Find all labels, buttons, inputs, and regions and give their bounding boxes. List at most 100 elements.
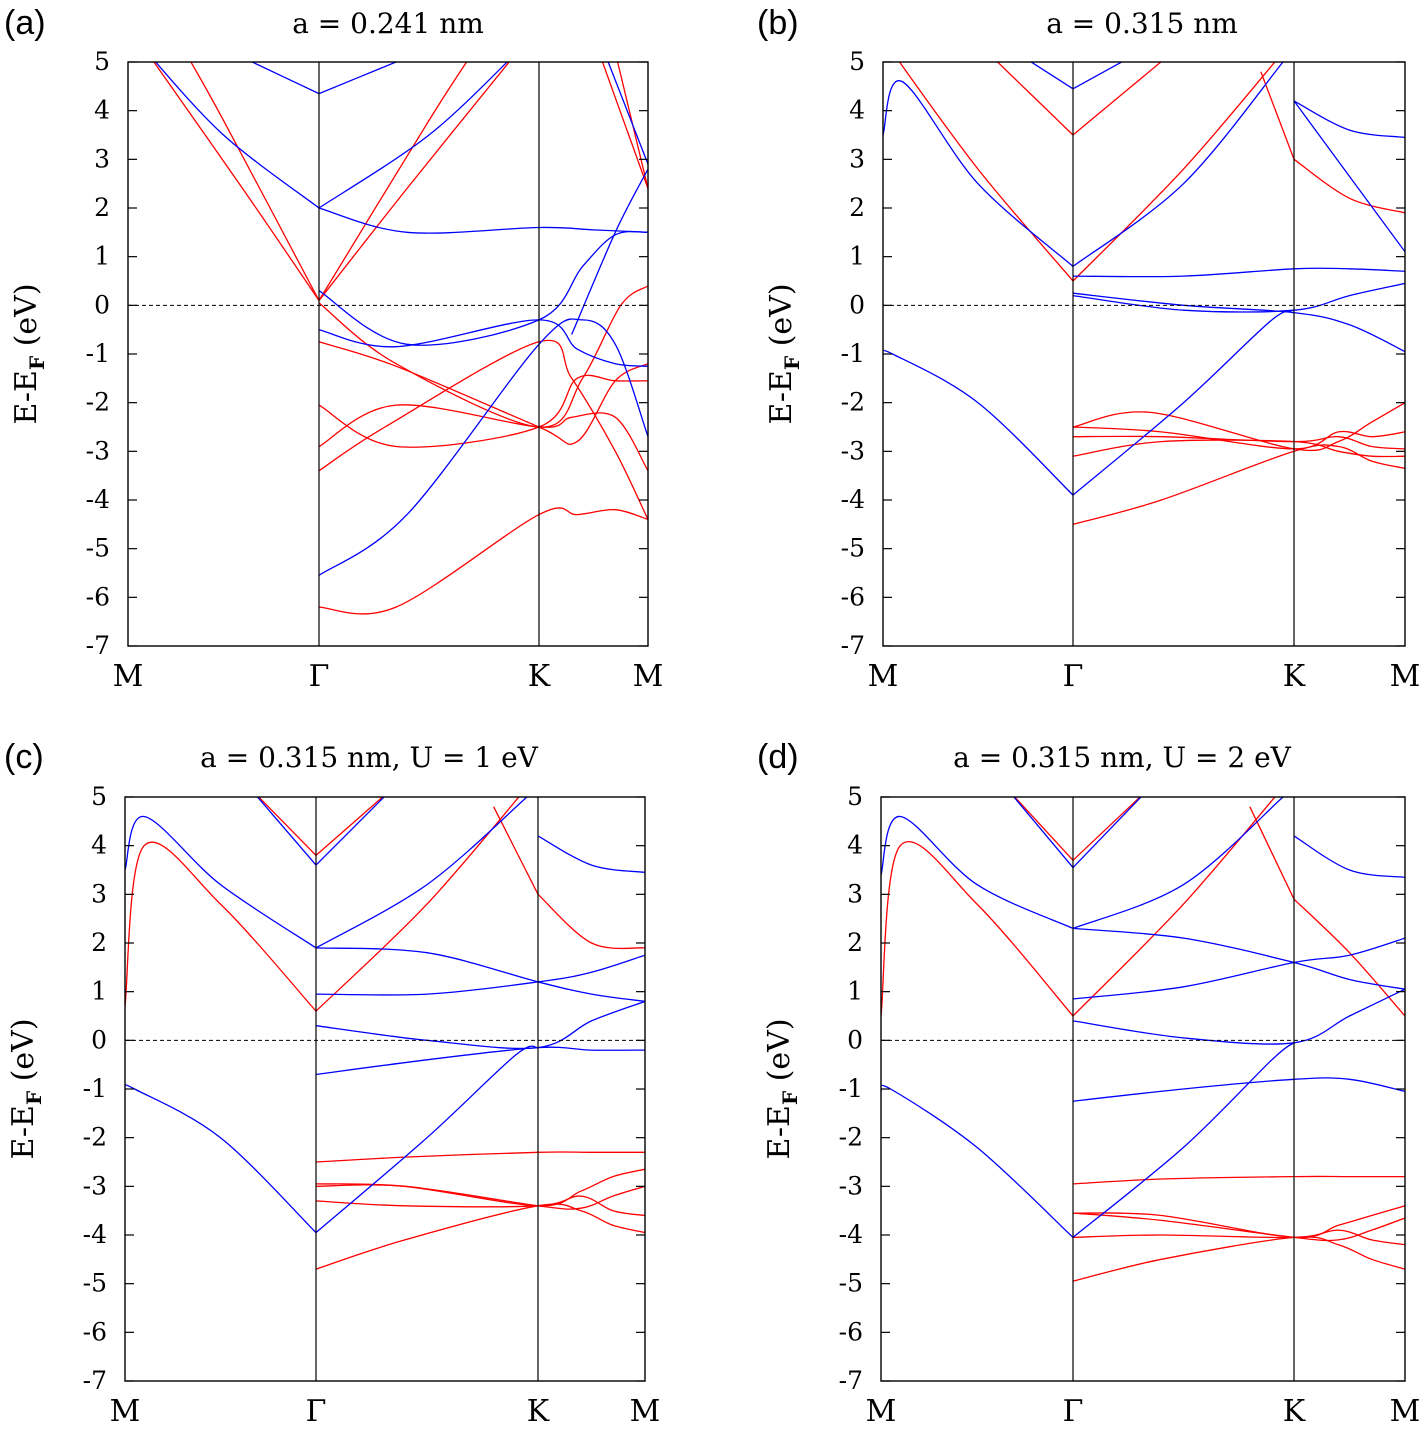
y-axis-label: E-EF (eV) [9, 283, 49, 424]
y-axis-label: E-EF (eV) [6, 1018, 46, 1159]
panel-title: a = 0.315 nm, U = 1 eV [200, 741, 539, 774]
band-red-9 [1293, 898, 1405, 1017]
y-tick-label: -2 [86, 388, 110, 417]
y-tick-label: 1 [91, 977, 107, 1006]
band-blue-12 [881, 1084, 1074, 1238]
y-tick-label: -4 [83, 1220, 107, 1249]
x-tick-label: M [866, 1394, 897, 1429]
band-red-4 [318, 341, 648, 445]
band-blue-16 [315, 947, 645, 1003]
y-tick-label: -2 [839, 1123, 863, 1152]
y-tick-label: 4 [849, 96, 865, 125]
x-tick-label: M [1390, 659, 1421, 694]
x-tick-label: K [527, 1394, 550, 1429]
x-tick-label: Γ [1063, 1394, 1084, 1429]
band-blue-20 [1013, 797, 1074, 869]
band-red-7 [315, 797, 384, 856]
y-tick-label: 1 [847, 977, 863, 1006]
y-tick-label: 0 [94, 290, 110, 319]
y-tick-label: -7 [841, 631, 865, 660]
y-tick-label: 5 [91, 782, 107, 811]
band-blue-12 [125, 1083, 317, 1234]
band-red-5 [315, 797, 520, 1012]
band-blue-16 [318, 62, 509, 209]
x-tick-label: M [1390, 1394, 1421, 1429]
y-tick-label: -3 [841, 436, 865, 465]
y-tick-label: 2 [849, 193, 865, 222]
y-tick-label: -4 [839, 1220, 863, 1249]
y-tick-label: -7 [839, 1366, 863, 1395]
band-blue-20 [1293, 100, 1405, 139]
y-tick-label: -7 [83, 1366, 107, 1395]
panel-label: (b) [757, 4, 799, 42]
band-blue-20 [256, 797, 317, 866]
y-tick-label: -5 [86, 534, 110, 563]
y-tick-label: -6 [841, 582, 865, 611]
band-blue-14 [1072, 988, 1405, 1045]
band-red-0 [318, 507, 648, 615]
band-blue-18 [125, 815, 317, 949]
band-red-9 [1293, 158, 1405, 214]
band-blue-16 [1072, 62, 1284, 267]
band-red-6 [898, 62, 1074, 282]
plot-frame [124, 796, 646, 1382]
band-blue-13 [315, 1046, 645, 1076]
y-tick-label: -2 [841, 388, 865, 417]
band-blue-13 [318, 319, 648, 367]
band-red-11 [601, 62, 648, 189]
band-blue-19 [1030, 62, 1074, 90]
band-blue-17 [1072, 797, 1284, 930]
band-red-8 [996, 62, 1074, 136]
band-blue-21 [1293, 100, 1405, 253]
x-tick-label: Γ [309, 659, 330, 694]
band-blue-15 [318, 207, 648, 234]
band-lines [125, 797, 645, 1270]
band-blue-12 [883, 349, 1074, 496]
band-blue-16 [1072, 927, 1405, 990]
y-tick-label: 3 [847, 879, 863, 908]
band-blue-11 [315, 1045, 539, 1234]
panel-label: (c) [4, 738, 44, 776]
band-blue-15 [1072, 937, 1405, 1000]
band-blue-14 [315, 1000, 645, 1050]
band-red-5 [1072, 62, 1276, 282]
band-blue-21 [1293, 835, 1405, 878]
band-blue-13 [1072, 292, 1405, 353]
y-tick-label: -6 [86, 582, 110, 611]
y-axis-label: E-EF (eV) [764, 283, 804, 424]
band-blue-19 [315, 797, 385, 866]
band-blue-18 [1072, 62, 1123, 90]
band-red-7 [1072, 62, 1162, 136]
band-blue-18 [318, 62, 397, 95]
band-red-1 [1072, 439, 1405, 458]
x-tick-label: M [110, 1394, 141, 1429]
y-tick-label: 2 [91, 928, 107, 957]
band-red-2 [315, 1184, 645, 1210]
band-blue-11 [1072, 1042, 1295, 1238]
band-red-6 [318, 62, 468, 301]
band-blue-17 [315, 797, 528, 949]
panel-title: a = 0.315 nm, U = 2 eV [953, 741, 1292, 774]
y-tick-label: -5 [839, 1269, 863, 1298]
y-tick-label: 3 [94, 144, 110, 173]
x-tick-label: M [868, 659, 899, 694]
plot-frame [127, 61, 649, 647]
band-blue-19 [1072, 797, 1142, 869]
x-tick-label: K [1283, 659, 1306, 694]
band-blue-17 [883, 80, 1074, 267]
band-blue-17 [154, 62, 320, 209]
band-red-4 [315, 1151, 645, 1163]
y-tick-label: -3 [83, 1171, 107, 1200]
band-red-1 [318, 339, 648, 520]
y-tick-label: 0 [849, 290, 865, 319]
panel-title: a = 0.241 nm [292, 7, 484, 40]
y-tick-label: 4 [94, 96, 110, 125]
y-tick-label: 3 [91, 879, 107, 908]
panel-label: (a) [4, 4, 46, 42]
y-tick-label: 1 [849, 242, 865, 271]
y-tick-label: -6 [83, 1317, 107, 1346]
band-lines [883, 62, 1405, 525]
